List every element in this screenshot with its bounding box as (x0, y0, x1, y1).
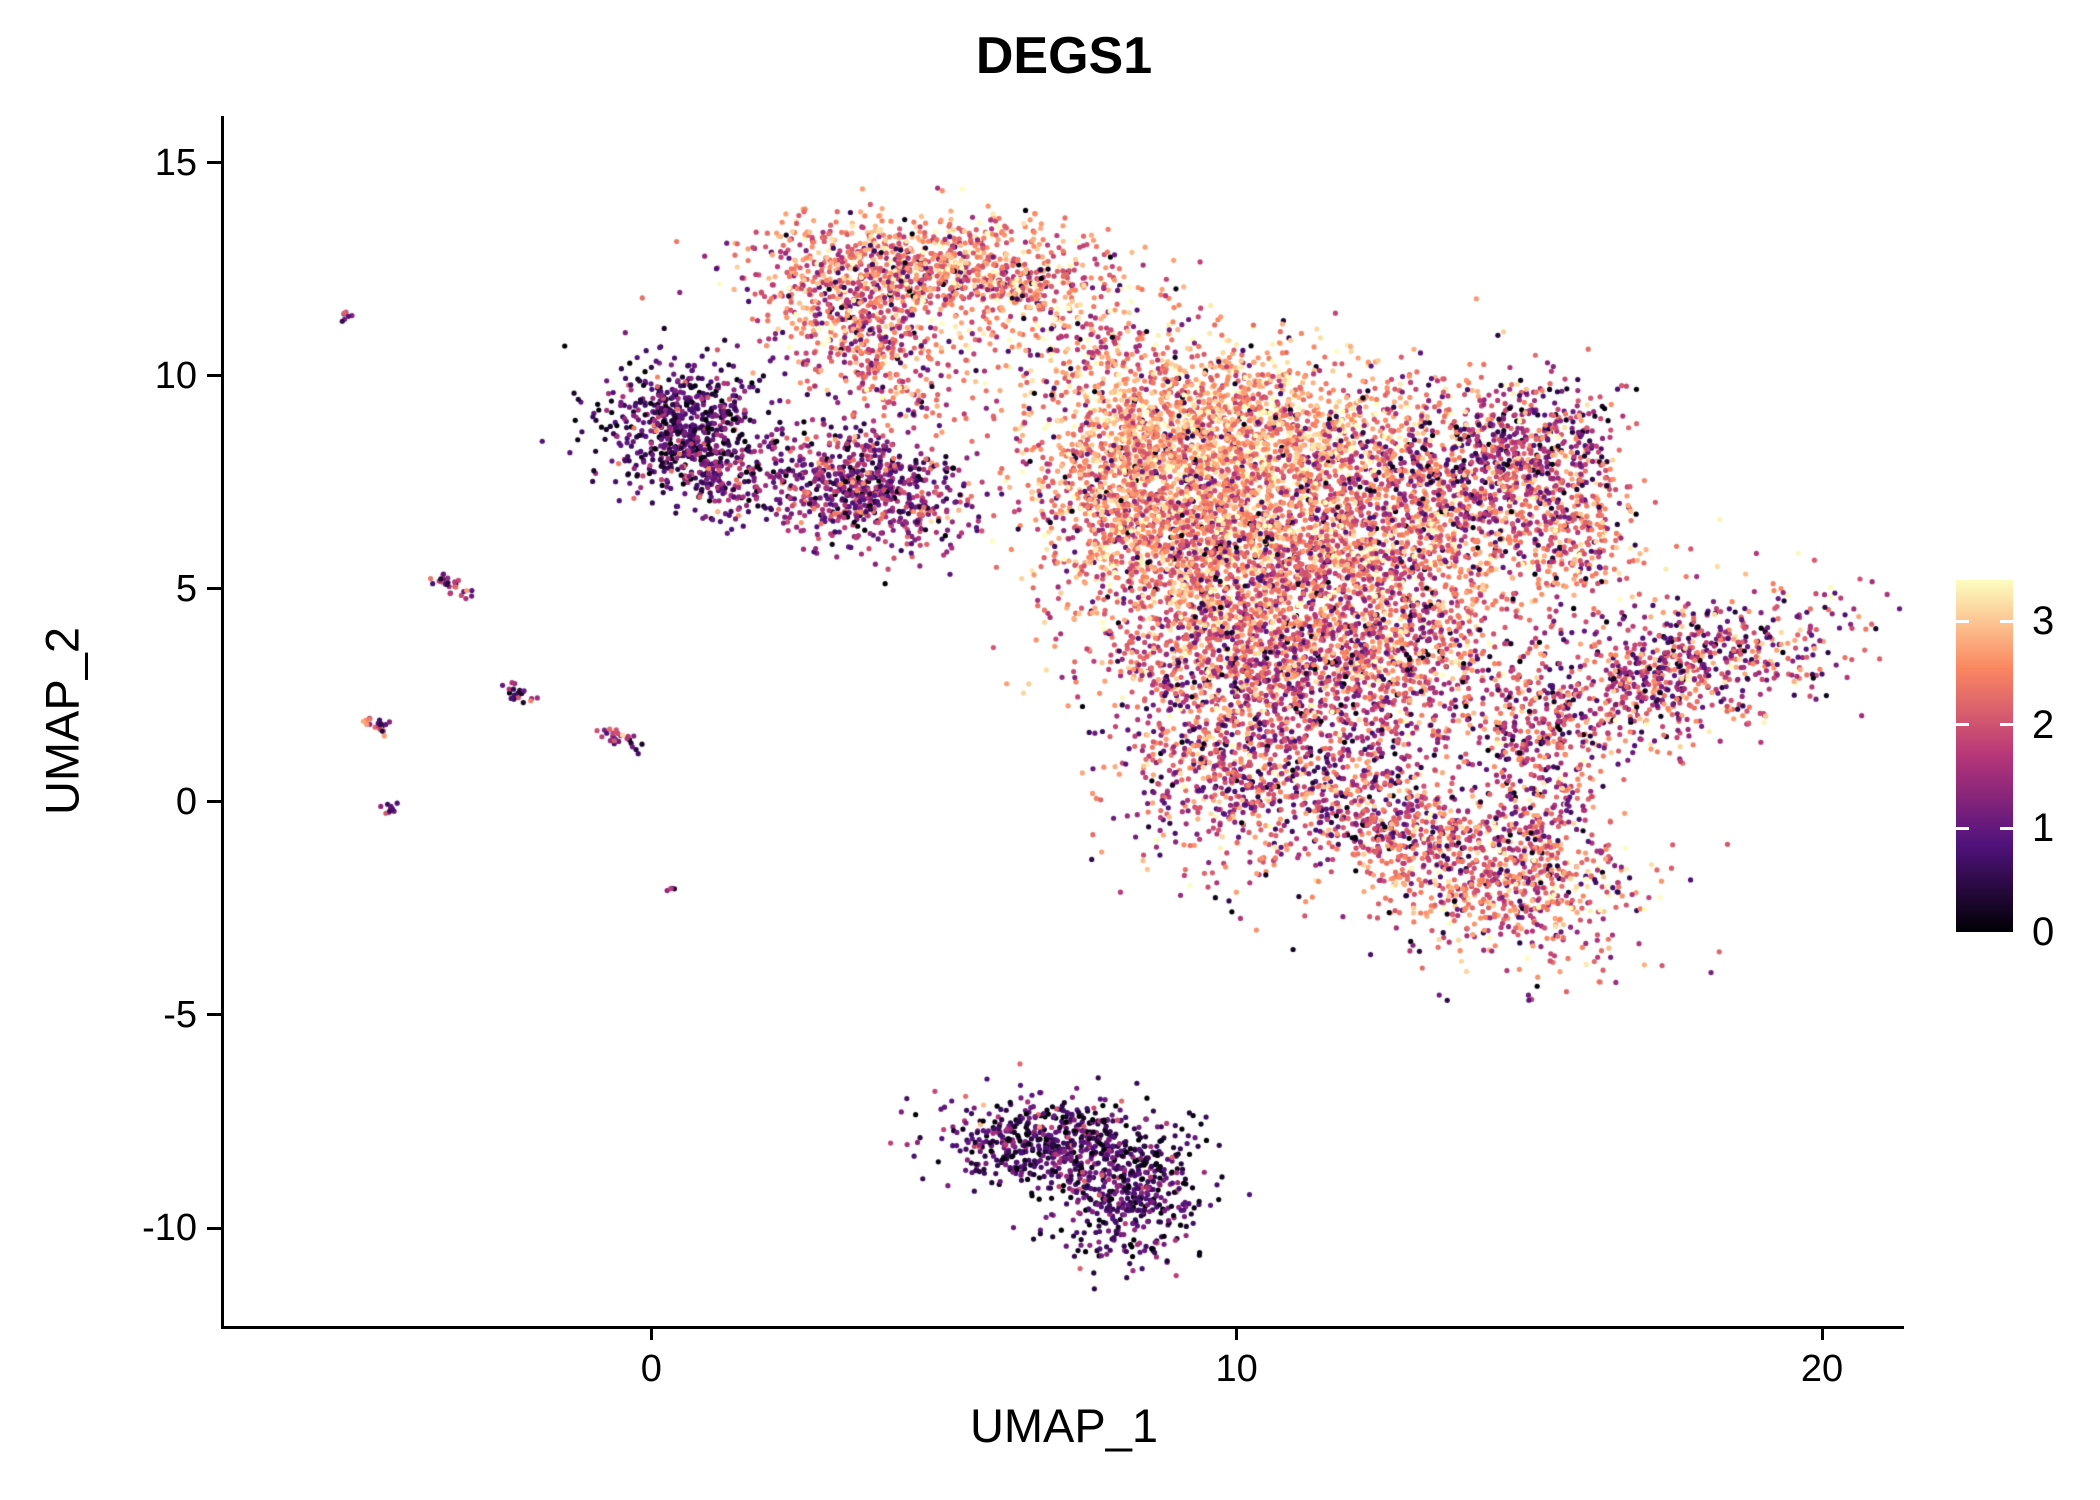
x-tick-mark (1235, 1326, 1239, 1340)
y-tick-label: 0 (175, 780, 197, 823)
colorbar-tick-label: 2 (2032, 702, 2055, 747)
x-tick-label: 20 (1800, 1348, 1844, 1390)
colorbar-tick-notch (2000, 619, 2013, 623)
y-axis-line (221, 116, 224, 1329)
y-tick-mark (207, 800, 221, 804)
x-tick-mark (649, 1326, 653, 1340)
y-tick-label: -5 (163, 993, 197, 1036)
colorbar-tick-notch (2000, 723, 2013, 727)
x-axis-line (221, 1326, 1904, 1329)
x-tick-label: 10 (1215, 1348, 1258, 1390)
y-tick-mark (207, 1013, 221, 1017)
colorbar-tick-label: 3 (2032, 599, 2055, 644)
colorbar-tick-label: 1 (2032, 806, 2055, 851)
y-tick-label: -10 (142, 1207, 197, 1249)
y-tick-mark (207, 1226, 221, 1230)
y-tick-label: 10 (154, 354, 197, 397)
y-tick-mark (207, 587, 221, 591)
x-axis-title: UMAP_1 (969, 1399, 1159, 1452)
colorbar-tick-notch (2000, 826, 2013, 830)
x-tick-mark (1820, 1326, 1824, 1340)
y-tick-mark (207, 161, 221, 165)
colorbar-tick-notch (1956, 826, 1969, 830)
y-tick-mark (207, 374, 221, 378)
scatter-points-canvas (224, 116, 1904, 1326)
colorbar-tick-notch (1956, 723, 1969, 727)
x-tick-label: 0 (640, 1348, 662, 1390)
y-tick-label: 15 (154, 141, 197, 184)
colorbar-tick-notch (1956, 619, 1969, 623)
plot-title: DEGS1 (975, 27, 1153, 85)
plot-panel (224, 116, 1904, 1326)
y-tick-label: 5 (175, 567, 197, 610)
colorbar-tick-label: 0 (2032, 910, 2055, 954)
colorbar-gradient (1956, 580, 2013, 932)
